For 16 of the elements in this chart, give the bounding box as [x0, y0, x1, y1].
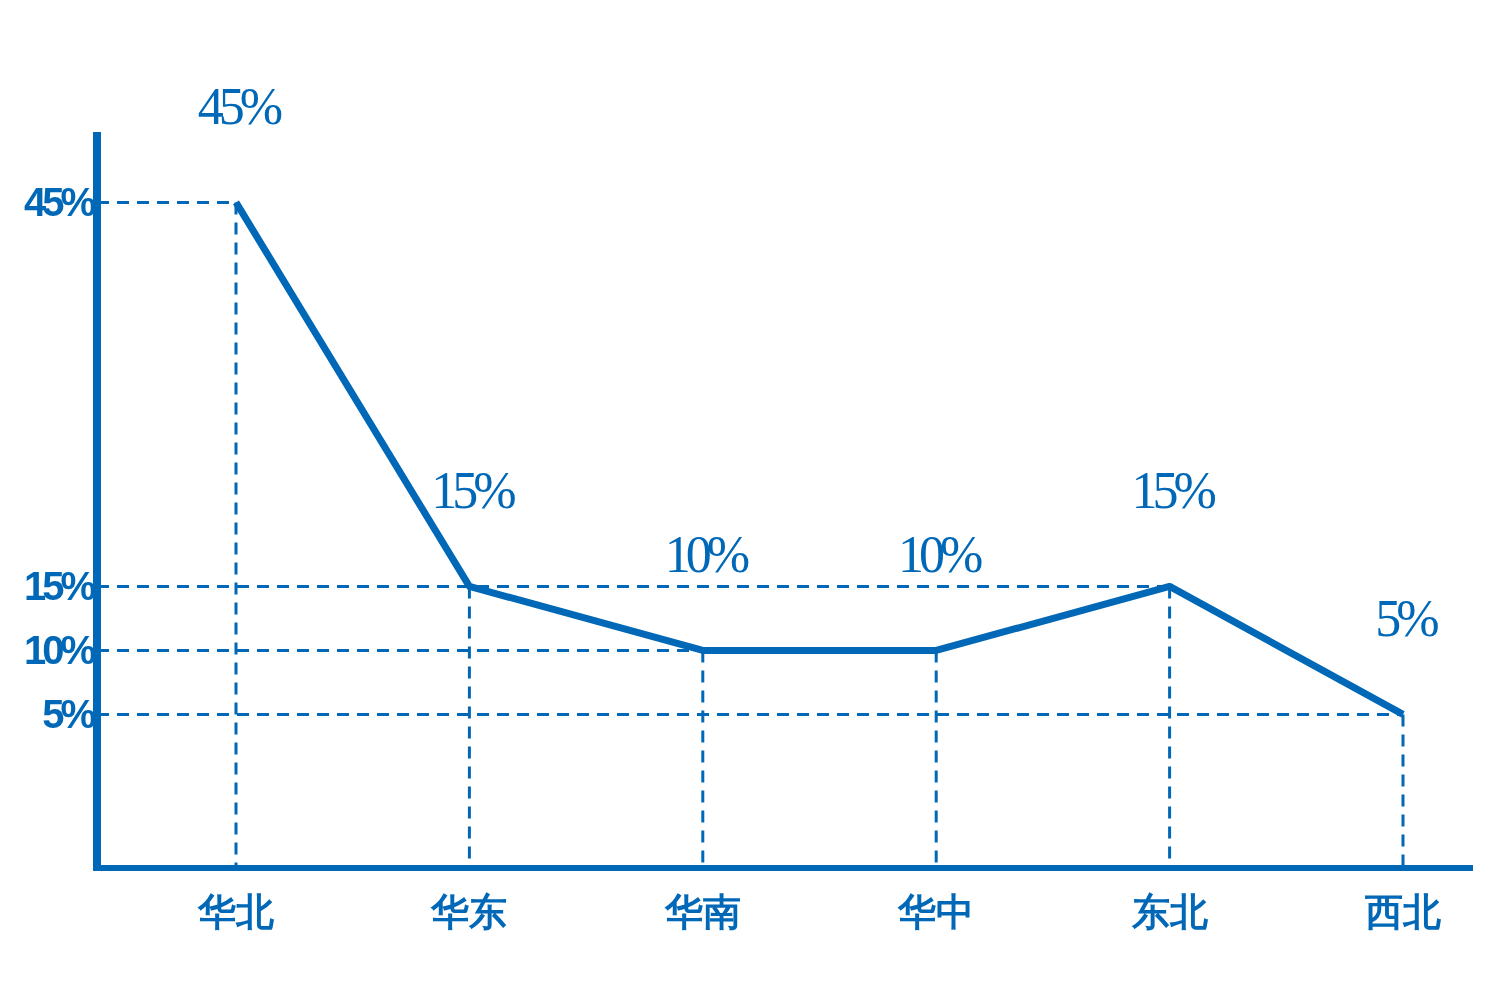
x-tick-label: 西北 — [1364, 890, 1441, 934]
x-tick-label: 华北 — [197, 890, 274, 934]
data-label: 15% — [431, 462, 516, 520]
data-label: 5% — [1375, 590, 1439, 648]
y-tick-label: 15% — [23, 564, 96, 609]
x-tick-label: 华中 — [897, 890, 975, 934]
data-label: 15% — [1131, 462, 1216, 520]
y-tick-label: 45% — [23, 180, 96, 225]
y-tick-label: 5% — [42, 692, 96, 737]
data-label: 10% — [664, 526, 749, 584]
data-label: 10% — [898, 526, 983, 584]
y-tick-label: 10% — [23, 628, 96, 673]
x-tick-label: 华南 — [663, 890, 741, 934]
x-tick-label: 华东 — [430, 890, 508, 934]
data-label: 45% — [197, 78, 282, 136]
x-tick-label: 东北 — [1130, 890, 1208, 934]
